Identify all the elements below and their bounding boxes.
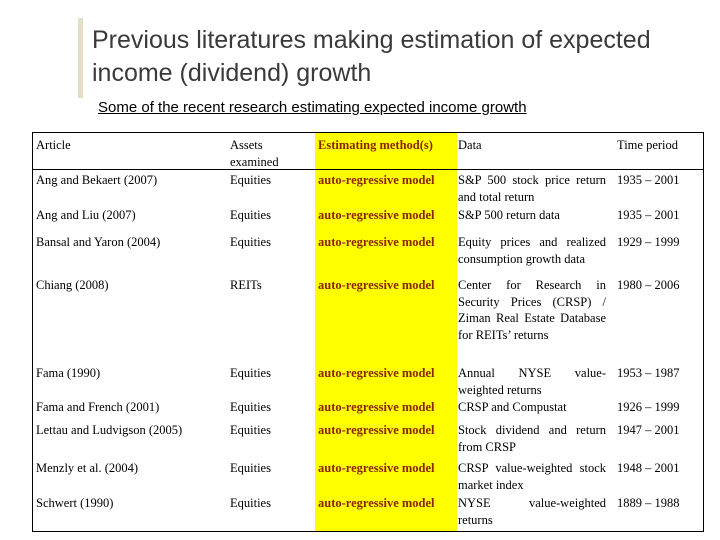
cell-article: Menzly et al. (2004): [36, 461, 139, 475]
cell-article: Fama and French (2001): [36, 400, 160, 414]
header-article: Article: [36, 138, 71, 152]
title-accent-bar: [78, 18, 83, 98]
cell-period: 1980 – 2006: [617, 278, 680, 292]
header-period: Time period: [617, 138, 678, 152]
cell-article: Fama (1990): [36, 366, 101, 380]
table-header-row: Article Assets examined Estimating metho…: [33, 133, 703, 170]
cell-data: NYSE value-weighted returns: [458, 496, 606, 527]
cell-method: auto-regressive model: [318, 423, 435, 437]
table-caption: Some of the recent research estimating e…: [98, 99, 527, 116]
cell-assets: Equities: [230, 400, 271, 414]
cell-article: Ang and Liu (2007): [36, 208, 136, 222]
cell-data: CRSP and Compustat: [458, 400, 567, 414]
cell-assets: Equities: [230, 461, 271, 475]
cell-data: S&P 500 return data: [458, 208, 560, 222]
cell-period: 1929 – 1999: [617, 235, 680, 249]
cell-period: 1935 – 2001: [617, 208, 680, 222]
header-method: Estimating method(s): [318, 138, 433, 152]
cell-method: auto-regressive model: [318, 400, 435, 414]
cell-data: Annual NYSE value-weighted returns: [458, 366, 606, 397]
cell-period: 1953 – 1987: [617, 366, 680, 380]
cell-assets: Equities: [230, 423, 271, 437]
method-column-highlight: [315, 133, 457, 531]
cell-article: Bansal and Yaron (2004): [36, 235, 161, 249]
cell-assets: Equities: [230, 208, 271, 222]
slide-title: Previous literatures making estimation o…: [92, 26, 651, 87]
cell-assets: Equities: [230, 496, 271, 510]
cell-assets: Equities: [230, 173, 271, 187]
literature-table: Article Assets examined Estimating metho…: [32, 132, 704, 532]
cell-data: Stock dividend and return from CRSP: [458, 423, 606, 454]
cell-data: Equity prices and realized consumption g…: [458, 235, 606, 266]
cell-assets: Equities: [230, 366, 271, 380]
cell-period: 1889 – 1988: [617, 496, 680, 510]
cell-period: 1947 – 2001: [617, 423, 680, 437]
cell-data: S&P 500 stock price return and total ret…: [458, 173, 606, 204]
cell-data: CRSP value-weighted stock market index: [458, 461, 606, 492]
cell-article: Ang and Bekaert (2007): [36, 173, 158, 187]
cell-method: auto-regressive model: [318, 461, 435, 475]
cell-data: Center for Research in Security Prices (…: [458, 278, 606, 342]
cell-method: auto-regressive model: [318, 173, 435, 187]
cell-period: 1926 – 1999: [617, 400, 680, 414]
header-data: Data: [458, 138, 482, 152]
cell-method: auto-regressive model: [318, 496, 435, 510]
cell-method: auto-regressive model: [318, 208, 435, 222]
cell-assets: REITs: [230, 278, 262, 292]
cell-period: 1948 – 2001: [617, 461, 680, 475]
cell-article: Lettau and Ludvigson (2005): [36, 423, 183, 437]
cell-article: Schwert (1990): [36, 496, 114, 510]
cell-method: auto-regressive model: [318, 366, 435, 380]
cell-assets: Equities: [230, 235, 271, 249]
cell-method: auto-regressive model: [318, 235, 435, 249]
cell-article: Chiang (2008): [36, 278, 109, 292]
cell-method: auto-regressive model: [318, 278, 435, 292]
header-assets: Assets examined: [230, 138, 279, 169]
cell-period: 1935 – 2001: [617, 173, 680, 187]
